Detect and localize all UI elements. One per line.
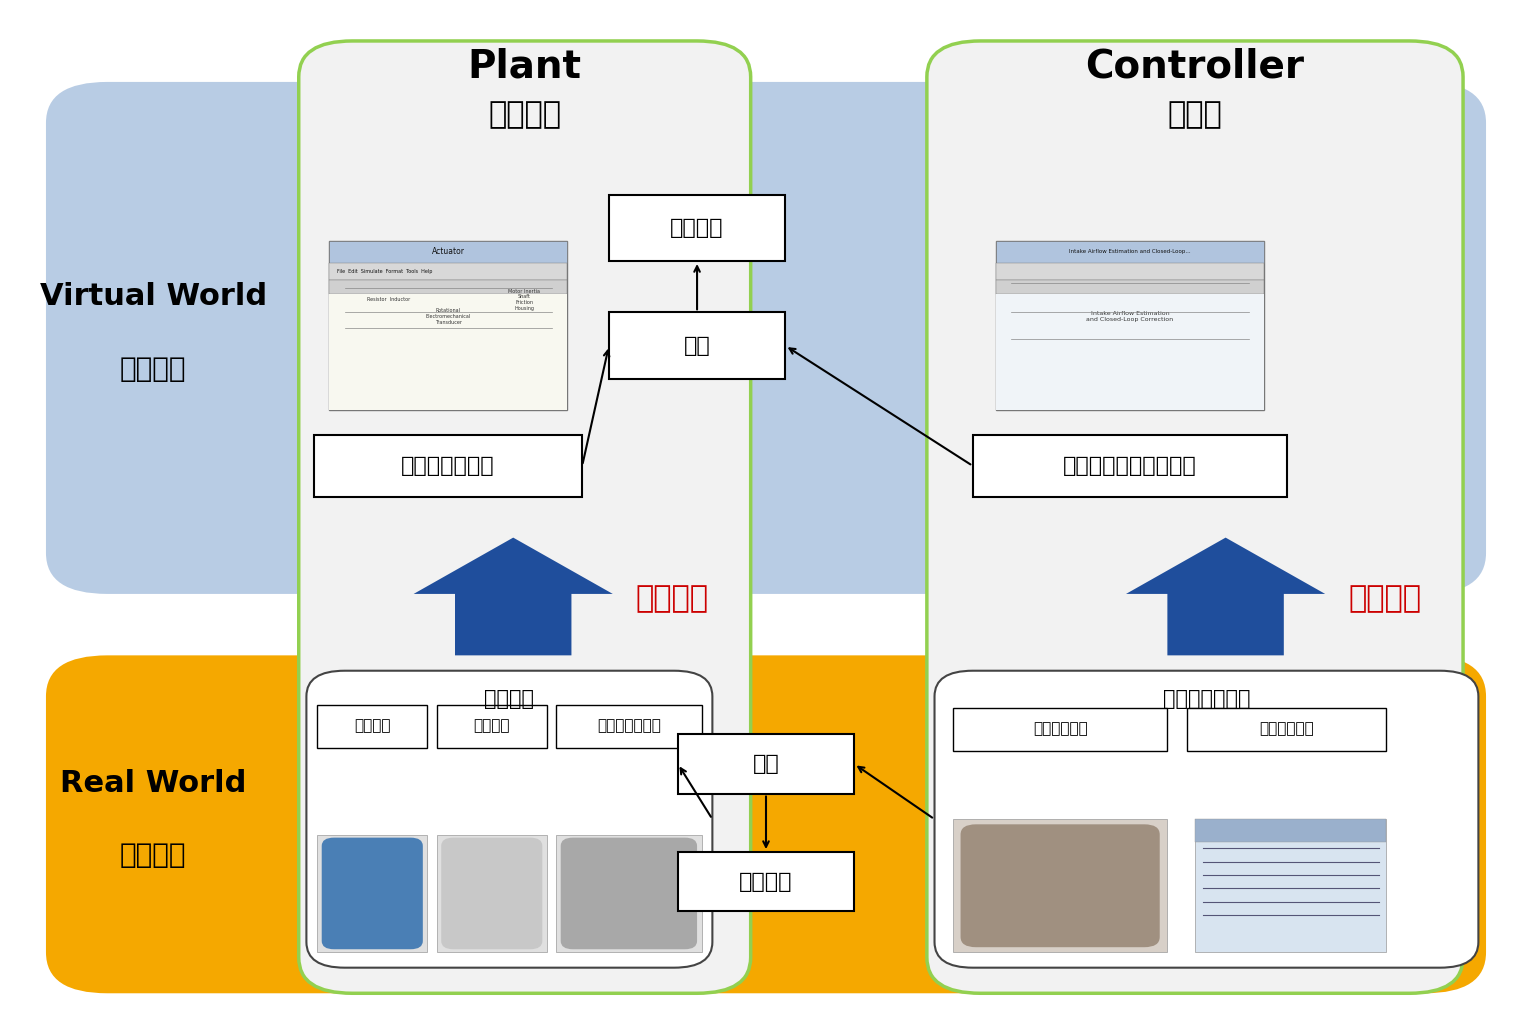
FancyBboxPatch shape bbox=[556, 705, 702, 748]
FancyBboxPatch shape bbox=[953, 708, 1167, 751]
Text: Rotational
Electromechanical
Transducer: Rotational Electromechanical Transducer bbox=[426, 308, 470, 325]
FancyBboxPatch shape bbox=[677, 734, 855, 794]
FancyBboxPatch shape bbox=[996, 241, 1264, 263]
FancyBboxPatch shape bbox=[46, 655, 1486, 993]
Text: 制御器: 制御器 bbox=[1167, 100, 1223, 129]
FancyBboxPatch shape bbox=[306, 671, 712, 968]
Text: コントローラーモデル: コントローラーモデル bbox=[1063, 456, 1196, 476]
FancyBboxPatch shape bbox=[1187, 708, 1386, 751]
Text: エンジン: エンジン bbox=[354, 719, 391, 733]
Text: Virtual World: Virtual World bbox=[40, 283, 267, 311]
FancyBboxPatch shape bbox=[329, 294, 567, 410]
Text: コントローラー: コントローラー bbox=[1163, 689, 1250, 710]
FancyBboxPatch shape bbox=[561, 838, 697, 949]
FancyBboxPatch shape bbox=[556, 835, 702, 952]
Text: Actuator: Actuator bbox=[432, 248, 464, 256]
FancyBboxPatch shape bbox=[329, 280, 567, 294]
FancyBboxPatch shape bbox=[973, 435, 1287, 497]
FancyBboxPatch shape bbox=[317, 705, 427, 748]
Text: Motor Inertia
Shaft
Friction
Housing: Motor Inertia Shaft Friction Housing bbox=[509, 289, 541, 311]
FancyBboxPatch shape bbox=[996, 294, 1264, 410]
FancyBboxPatch shape bbox=[322, 838, 423, 949]
FancyBboxPatch shape bbox=[299, 41, 751, 993]
Polygon shape bbox=[1126, 538, 1325, 655]
FancyBboxPatch shape bbox=[935, 671, 1478, 968]
Text: Controller: Controller bbox=[1086, 47, 1304, 86]
FancyBboxPatch shape bbox=[1195, 819, 1386, 952]
FancyBboxPatch shape bbox=[441, 838, 542, 949]
FancyBboxPatch shape bbox=[437, 835, 547, 952]
Text: Plant: Plant bbox=[467, 47, 582, 86]
Text: プラントモデル: プラントモデル bbox=[401, 456, 495, 476]
FancyBboxPatch shape bbox=[329, 241, 567, 263]
FancyBboxPatch shape bbox=[1195, 819, 1386, 842]
FancyBboxPatch shape bbox=[610, 312, 786, 379]
FancyBboxPatch shape bbox=[927, 41, 1463, 993]
Text: 統合: 統合 bbox=[683, 336, 711, 355]
Text: モデル化: モデル化 bbox=[636, 585, 709, 613]
FancyBboxPatch shape bbox=[961, 824, 1160, 947]
Text: 機能検証: 機能検証 bbox=[740, 871, 792, 892]
FancyBboxPatch shape bbox=[953, 819, 1167, 952]
FancyBboxPatch shape bbox=[314, 435, 582, 497]
Text: サスペンション: サスペンション bbox=[597, 719, 660, 733]
Text: 仮想空間: 仮想空間 bbox=[119, 354, 187, 383]
Text: モーター: モーター bbox=[473, 719, 510, 733]
FancyBboxPatch shape bbox=[996, 280, 1264, 294]
FancyBboxPatch shape bbox=[677, 852, 855, 911]
FancyBboxPatch shape bbox=[996, 241, 1264, 410]
FancyBboxPatch shape bbox=[610, 195, 786, 261]
FancyBboxPatch shape bbox=[46, 82, 1486, 594]
Text: ハードウェア: ハードウェア bbox=[1033, 722, 1088, 736]
FancyBboxPatch shape bbox=[329, 241, 567, 410]
Text: Resistor  Inductor: Resistor Inductor bbox=[368, 297, 411, 302]
Text: 現実空間: 現実空間 bbox=[119, 841, 187, 869]
Text: 機能検証: 機能検証 bbox=[671, 218, 723, 238]
Polygon shape bbox=[414, 538, 613, 655]
Text: モデル化: モデル化 bbox=[1348, 585, 1422, 613]
Text: 制御対象: 制御対象 bbox=[489, 100, 561, 129]
Text: Intake Airflow Estimation
and Closed-Loop Correction: Intake Airflow Estimation and Closed-Loo… bbox=[1086, 311, 1174, 323]
FancyBboxPatch shape bbox=[996, 263, 1264, 280]
Text: Intake Airflow Estimation and Closed-Loop...: Intake Airflow Estimation and Closed-Loo… bbox=[1069, 250, 1190, 254]
Text: 統合: 統合 bbox=[752, 754, 780, 774]
FancyBboxPatch shape bbox=[329, 263, 567, 280]
Text: File  Edit  Simulate  Format  Tools  Help: File Edit Simulate Format Tools Help bbox=[337, 269, 432, 273]
Text: プラント: プラント bbox=[484, 689, 535, 710]
Text: Real World: Real World bbox=[60, 769, 247, 798]
FancyBboxPatch shape bbox=[437, 705, 547, 748]
FancyBboxPatch shape bbox=[317, 835, 427, 952]
Text: ソフトウェア: ソフトウェア bbox=[1259, 722, 1314, 736]
